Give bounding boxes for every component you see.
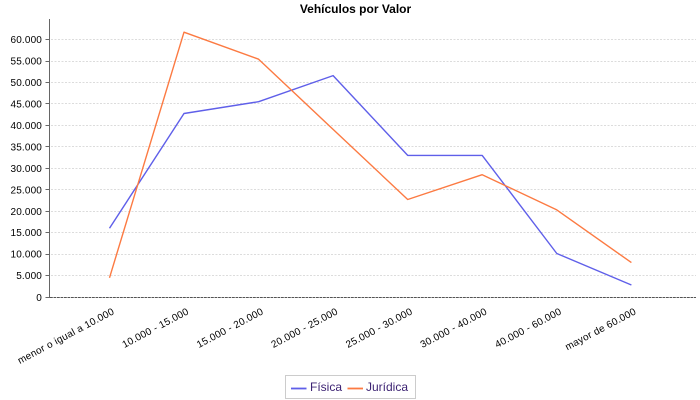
svg-text:40.000: 40.000 <box>11 121 43 132</box>
svg-text:25.000: 25.000 <box>11 185 43 196</box>
svg-text:Jurídica: Jurídica <box>366 380 408 394</box>
svg-text:0: 0 <box>36 293 42 304</box>
svg-text:15.000: 15.000 <box>11 228 43 239</box>
svg-text:60.000: 60.000 <box>11 35 43 46</box>
svg-text:10.000: 10.000 <box>11 250 43 261</box>
svg-text:Vehículos por Valor: Vehículos por Valor <box>300 2 412 16</box>
svg-text:30.000: 30.000 <box>11 164 43 175</box>
svg-text:20.000: 20.000 <box>11 207 43 218</box>
svg-text:5.000: 5.000 <box>16 271 42 282</box>
svg-text:Física: Física <box>310 380 342 394</box>
svg-text:35.000: 35.000 <box>11 142 43 153</box>
svg-text:55.000: 55.000 <box>11 57 43 68</box>
svg-text:45.000: 45.000 <box>11 100 43 111</box>
svg-text:50.000: 50.000 <box>11 78 43 89</box>
